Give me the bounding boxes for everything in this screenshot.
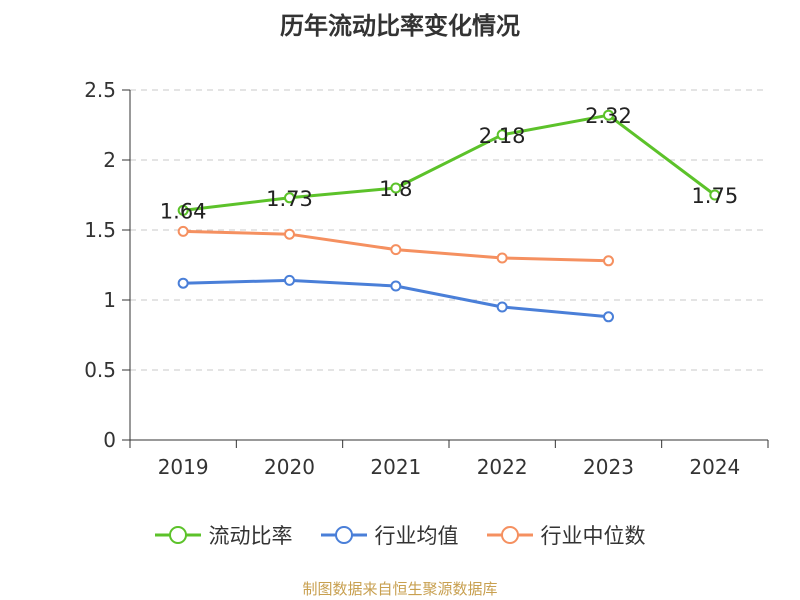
data-point <box>284 192 295 204</box>
legend-marker-icon <box>486 526 533 544</box>
data-point <box>603 255 614 267</box>
series-line <box>182 113 716 212</box>
data-label: 1.75 <box>691 184 738 208</box>
data-point <box>177 204 189 216</box>
legend-item-current-ratio[interactable]: 流动比率 <box>154 520 293 550</box>
y-tick-label: 0 <box>103 428 116 452</box>
legend-marker-icon <box>154 526 201 544</box>
y-tick-label: 2 <box>103 148 116 172</box>
data-point <box>390 182 402 194</box>
legend-label: 流动比率 <box>208 524 293 548</box>
y-tick-label: 1.5 <box>84 218 116 242</box>
data-label: 2.18 <box>479 124 526 148</box>
legend-item-industry-mean[interactable]: 行业均值 <box>320 520 459 550</box>
data-source-note: 制图数据来自恒生聚源数据库 <box>302 580 498 598</box>
legend: 流动比率 行业均值 行业中位数 <box>0 520 800 550</box>
data-point <box>284 274 295 286</box>
y-tick-label: 0.5 <box>84 358 116 382</box>
y-tick-label: 2.5 <box>84 78 116 102</box>
data-point <box>709 189 721 201</box>
data-label: 1.73 <box>266 187 313 211</box>
data-point <box>177 277 189 289</box>
data-point <box>177 225 189 237</box>
legend-marker-icon <box>320 526 367 544</box>
x-tick-label: 2022 <box>477 455 528 479</box>
data-label: 2.32 <box>585 104 632 128</box>
data-point <box>496 301 508 313</box>
data-point <box>603 311 614 323</box>
chart-title: 历年流动比率变化情况 <box>280 12 520 40</box>
data-label: 1.8 <box>379 177 412 201</box>
y-tick-label: 1 <box>103 288 116 312</box>
data-point <box>284 228 295 240</box>
data-label: 1.64 <box>160 199 207 223</box>
legend-item-industry-median[interactable]: 行业中位数 <box>486 520 646 550</box>
x-tick-label: 2021 <box>370 455 421 479</box>
legend-label: 行业中位数 <box>540 524 646 548</box>
data-point <box>603 109 614 121</box>
data-point <box>390 280 402 292</box>
x-tick-label: 2019 <box>158 455 209 479</box>
x-tick-label: 2023 <box>583 455 634 479</box>
x-tick-label: 2024 <box>689 455 740 479</box>
legend-label: 行业均值 <box>374 524 459 548</box>
data-point <box>496 129 508 141</box>
data-point <box>390 244 402 256</box>
x-tick-label: 2020 <box>264 455 315 479</box>
data-point <box>496 252 508 264</box>
